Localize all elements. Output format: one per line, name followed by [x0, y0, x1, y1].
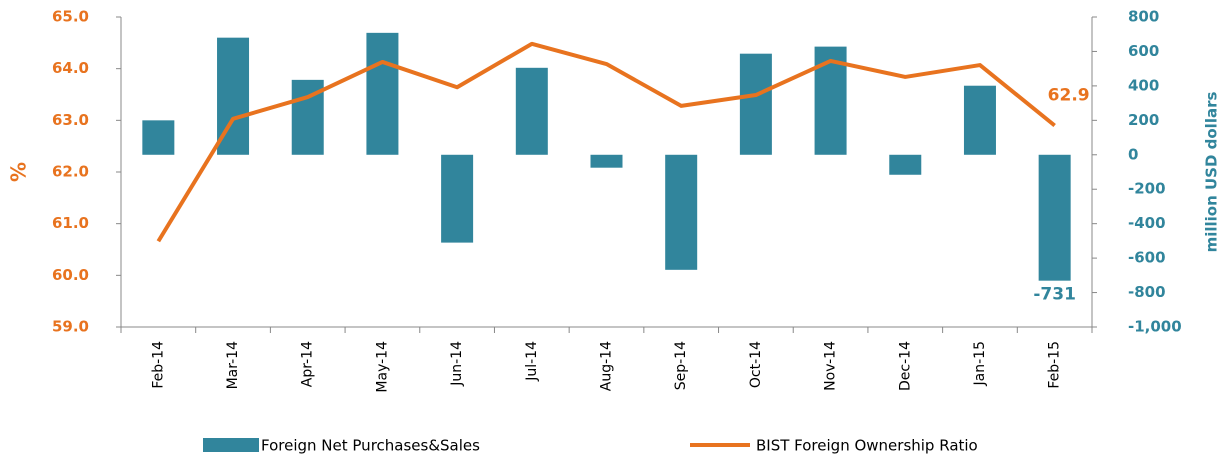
x-tick-label: Jun-14 [449, 341, 465, 387]
y-axis-title: % [7, 162, 31, 182]
bar [441, 154, 474, 243]
y2-tick-label: -400 [1128, 214, 1166, 232]
x-tick-label: Feb-14 [150, 341, 166, 389]
line [156, 41, 1056, 243]
bar [366, 32, 399, 155]
y2-tick-label: -200 [1128, 180, 1166, 198]
y-tick-label: 65.0 [52, 8, 89, 26]
bar [515, 67, 548, 155]
x-tick-label: Feb-15 [1047, 341, 1063, 389]
y-tick-label: 64.0 [52, 59, 89, 77]
bar [963, 85, 996, 155]
y-tick-label: 62.0 [52, 163, 89, 181]
x-tick-label: Nov-14 [823, 341, 839, 391]
x-tick-label: Jul-14 [524, 341, 540, 382]
x-tick-label: Mar-14 [225, 341, 241, 389]
legend-label: Foreign Net Purchases&Sales [261, 437, 480, 455]
legend-swatch [203, 438, 259, 452]
bar [889, 154, 922, 175]
y2-tick-label: 400 [1128, 76, 1159, 94]
x-tick-label: Dec-14 [897, 341, 913, 391]
y2-tick-label: -600 [1128, 249, 1166, 267]
y-tick-label: 61.0 [52, 214, 89, 232]
bar [1038, 154, 1071, 281]
bar [142, 120, 175, 155]
data-label: 62.9 [1048, 86, 1090, 106]
y2-tick-label: 600 [1128, 42, 1159, 60]
y2-tick-label: 800 [1128, 8, 1159, 26]
x-tick-label: Jan-15 [972, 341, 988, 386]
legend-label: BIST Foreign Ownership Ratio [756, 437, 978, 455]
x-tick-label: May-14 [374, 341, 390, 393]
x-tick-label: Apr-14 [300, 341, 316, 387]
bar [739, 53, 772, 155]
y2-tick-label: 0 [1128, 145, 1138, 163]
bar [590, 154, 623, 168]
x-tick-label: Sep-14 [673, 341, 689, 390]
y2-tick-label: -800 [1128, 283, 1166, 301]
y-tick-label: 60.0 [52, 266, 89, 284]
bar [665, 154, 698, 270]
y-tick-label: 59.0 [52, 318, 89, 336]
y2-axis-title: million USD dollars [1203, 92, 1221, 253]
data-label: -731 [1033, 285, 1076, 305]
y2-tick-label: 200 [1128, 111, 1159, 129]
x-tick-label: Oct-14 [748, 341, 764, 388]
x-tick-label: Aug-14 [599, 341, 615, 391]
y2-tick-label: -1,000 [1128, 318, 1182, 336]
y-tick-label: 63.0 [52, 111, 89, 129]
